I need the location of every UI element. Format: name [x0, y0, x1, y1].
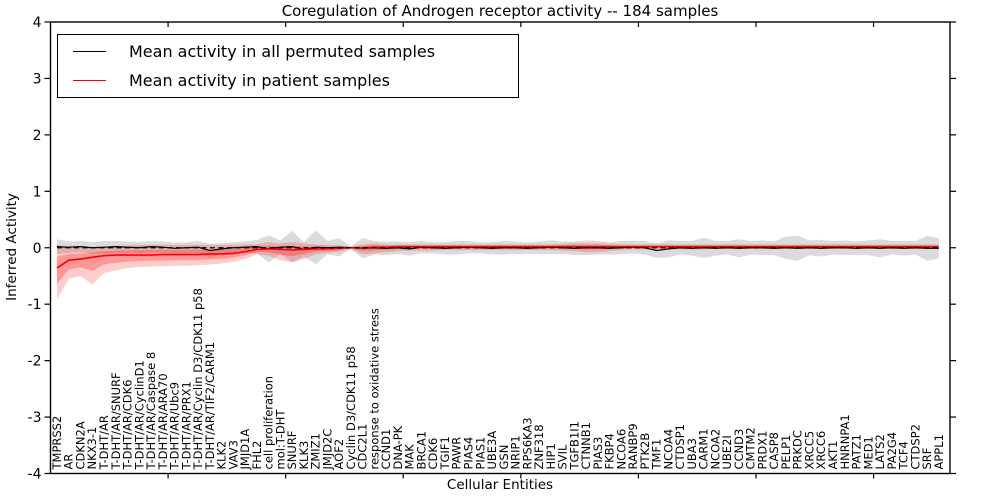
x-tick-label: MED1 — [861, 436, 875, 469]
x-tick-label: DNA-PK — [391, 425, 405, 469]
x-tick-label: response to oxidative stress — [367, 308, 381, 469]
x-tick-label: CTDSP1 — [673, 424, 687, 469]
x-tick-label: T-DHT/AR/TIF2/CARM1 — [203, 342, 217, 471]
x-tick-label: NCOA4 — [661, 429, 675, 470]
x-tick-label: NCOA6 — [614, 429, 628, 470]
x-tick-label: FHL2 — [250, 441, 264, 470]
legend-label-patient: Mean activity in patient samples — [129, 71, 390, 91]
x-tick-label: HNRNPA1 — [838, 414, 852, 469]
x-tick-label: CTDSP2 — [908, 424, 922, 469]
x-tick-label: PRKDC — [791, 430, 805, 469]
x-tick-label: T-DHT/AR/CDK6 — [121, 380, 135, 471]
x-tick-label: TGIF1 — [438, 436, 452, 470]
x-tick-label: AOF2 — [332, 439, 346, 470]
x-tick-label: RPS6KA3 — [520, 417, 534, 469]
x-tick-label: T-DHT/AR/CyclinD1 — [132, 360, 146, 470]
x-tick-label: PA2G4 — [885, 432, 899, 470]
x-tick-label: PIAS1 — [473, 437, 487, 470]
x-tick-label: T-DHT/AR/PRX1 — [179, 381, 193, 470]
x-tick-label: T-DHT/AR/Caspase 8 — [144, 352, 158, 471]
x-tick-label: CDKN2A — [73, 421, 87, 469]
x-tick-label: CMTM2 — [744, 427, 758, 469]
x-tick-label: mol:T-DHT — [273, 409, 287, 470]
x-tick-label: HIP1 — [544, 443, 558, 469]
x-tick-label: CTNNB1 — [579, 422, 593, 469]
y-tick-label: -2 — [28, 354, 42, 370]
x-tick-label: CASP8 — [767, 432, 781, 469]
x-tick-label: T-DHT/AR — [97, 415, 111, 470]
x-tick-label: NRIP1 — [509, 435, 523, 469]
x-tick-label: GSN — [497, 445, 511, 470]
x-tick-label: MAK — [403, 444, 417, 470]
x-tick-label: KLK2 — [215, 441, 229, 470]
x-tick-label: Cyclin D3/CDK11 p58 — [344, 346, 358, 469]
y-tick-label: -4 — [28, 467, 42, 483]
legend-box: Mean activity in all permuted samples Me… — [57, 34, 519, 98]
x-tick-label: RANBP9 — [626, 423, 640, 469]
x-tick-label: KLK3 — [297, 441, 311, 470]
x-tick-label: PATZ1 — [850, 434, 864, 469]
x-tick-label: CARM1 — [697, 428, 711, 469]
x-tick-label: XRCC5 — [802, 431, 816, 470]
x-tick-label: CDK6 — [426, 438, 440, 470]
x-tick-label: PELP1 — [779, 435, 793, 470]
x-tick-label: TCF4 — [897, 441, 911, 470]
y-tick-label: 4 — [33, 15, 42, 31]
x-tick-label: UBE3A — [485, 431, 499, 470]
x-tick-label: cell proliferation — [262, 376, 276, 470]
chart-title: Coregulation of Androgen receptor activi… — [281, 2, 719, 20]
y-tick-label: 0 — [33, 241, 42, 257]
x-tick-label: NKX3-1 — [85, 427, 99, 470]
x-tick-label: PTK2B — [638, 433, 652, 470]
x-tick-label: LATS2 — [873, 434, 887, 469]
patient-band-outer — [56, 242, 939, 300]
x-tick-label: AR — [62, 454, 76, 470]
x-tick-label: PIAS4 — [462, 437, 476, 470]
x-tick-label: CCND3 — [732, 429, 746, 470]
x-tick-label: PAWR — [450, 437, 464, 470]
x-tick-label: UBA3 — [685, 438, 699, 470]
x-tick-label: ZNF318 — [532, 424, 546, 469]
x-tick-label: SVIL — [556, 444, 570, 470]
x-tick-label: T-DHT/AR/ARA70 — [156, 373, 170, 470]
x-tick-label: APPL1 — [932, 434, 946, 469]
y-axis-label: Inferred Activity — [4, 193, 20, 301]
x-tick-label: FKBP4 — [603, 433, 617, 469]
x-tick-label: SRF — [920, 448, 934, 470]
x-tick-label: PIAS3 — [591, 437, 605, 470]
patient-mean-line — [56, 245, 939, 269]
x-tick-label: NCOA2 — [708, 429, 722, 470]
x-tick-label: SNURF — [285, 431, 299, 470]
x-tick-label: XRCC6 — [814, 431, 828, 470]
x-tick-label: VAV3 — [226, 440, 240, 469]
y-tick-label: 3 — [33, 71, 42, 87]
x-tick-label: T-DHT/AR/Cyclin D3/CDK11 p58 — [191, 288, 205, 470]
legend-item-permuted: Mean activity in all permuted samples — [58, 38, 518, 65]
x-tick-label: TGFB1I1 — [567, 421, 581, 470]
x-tick-label: PRDX1 — [755, 431, 769, 470]
x-tick-label: TMPRSS2 — [50, 416, 64, 471]
x-tick-label: JMJD2C — [320, 429, 334, 471]
x-tick-label: T-DHT/AR/SNURF — [109, 372, 123, 470]
y-tick-label: 1 — [33, 184, 42, 200]
legend-label-permuted: Mean activity in all permuted samples — [129, 41, 436, 61]
y-tick-label: 2 — [33, 128, 42, 144]
x-tick-label: CDC2L1 — [356, 424, 370, 470]
x-tick-label: TMF1 — [650, 439, 664, 471]
y-tick-label: -1 — [28, 297, 42, 313]
x-axis-label: Cellular Entities — [446, 477, 554, 493]
x-tick-label: CCND1 — [379, 429, 393, 470]
x-tick-label: ZMIZ1 — [309, 433, 323, 469]
x-tick-label: JMJD1A — [238, 429, 252, 471]
legend-item-patient: Mean activity in patient samples — [58, 67, 518, 94]
legend-line-red — [73, 80, 106, 82]
x-tick-label: UBE2I — [720, 435, 734, 469]
y-tick-label: -3 — [28, 410, 42, 426]
legend-line-black — [73, 50, 106, 52]
x-tick-label: BRCA1 — [414, 431, 428, 470]
x-tick-label: AKT1 — [826, 441, 840, 470]
x-tick-label: T-DHT/AR/Ubc9 — [168, 382, 182, 471]
